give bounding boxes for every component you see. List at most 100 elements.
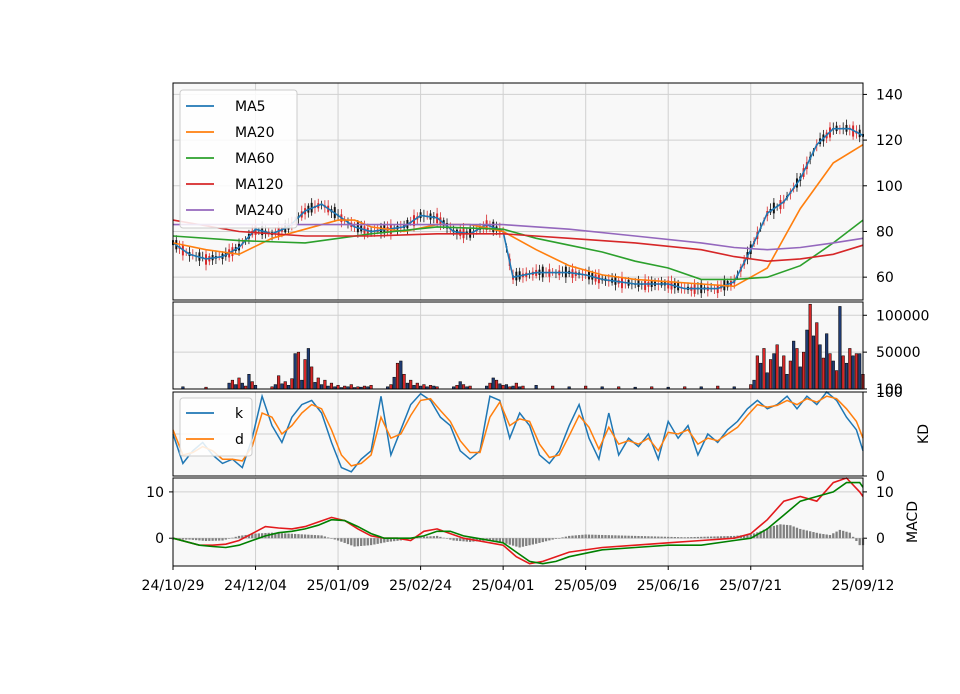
series-line-ma240 [173, 223, 864, 251]
macd-histogram-bar [336, 538, 340, 541]
macd-histogram-bar [838, 529, 842, 539]
macd-histogram-bar [809, 531, 812, 539]
macd-histogram-bar [350, 538, 353, 546]
macd-histogram-bar [360, 538, 363, 546]
kd-y-tick-label: 0 [876, 469, 885, 485]
macd-histogram-bar [340, 538, 343, 542]
volume-bar [392, 376, 396, 390]
macd-histogram-bar [607, 535, 610, 539]
macd-histogram-bar [260, 533, 264, 539]
macd-histogram-bar [792, 526, 795, 539]
volume-bar [838, 306, 842, 390]
x-tick-label: 25/02/24 [389, 578, 452, 594]
macd-histogram-bar [227, 538, 231, 539]
volume-bar [821, 357, 825, 390]
volume-bar [247, 374, 251, 390]
volume-bar [755, 355, 759, 390]
macd-histogram-bar [795, 527, 799, 539]
macd-histogram-bar [201, 538, 204, 541]
macd-histogram-bar [690, 537, 693, 539]
macd-histogram-bar [855, 538, 858, 541]
macd-histogram-bar [733, 535, 736, 539]
macd-histogram-bar [274, 532, 277, 539]
macd-histogram-bar [591, 534, 594, 539]
macd-histogram-bar [848, 532, 851, 539]
macd-histogram-bar [769, 526, 772, 539]
volume-bar [422, 384, 426, 390]
macd-histogram-bar [640, 536, 643, 539]
volume-bar [504, 384, 509, 390]
macd-histogram-bar [221, 538, 224, 541]
volume-bar [788, 360, 792, 390]
volume-bar [402, 374, 406, 390]
macd-y-axis-label: MACD [905, 501, 921, 543]
volume-bar [792, 340, 796, 390]
macd-histogram-bar [667, 536, 670, 539]
macd-histogram-bar [706, 536, 709, 539]
volume-bar [227, 382, 231, 390]
panel-border-volume [172, 301, 864, 390]
macd-histogram-bar [204, 538, 208, 541]
volume-bar [835, 370, 839, 390]
macd-histogram-bar [716, 536, 719, 539]
macd-histogram-bar [805, 530, 809, 539]
volume-bar [805, 329, 809, 390]
macd-histogram-bar [251, 534, 254, 539]
macd-histogram-bar [643, 536, 647, 539]
volume-bar [854, 353, 858, 390]
macd-y-tick-label-left: 10 [146, 485, 164, 501]
legend-label: MA5 [235, 99, 266, 115]
macd-histogram-bar [686, 537, 690, 539]
volume-bar [286, 385, 291, 390]
volume-bar [782, 355, 786, 390]
volume-bar [250, 381, 254, 390]
macd-histogram-bar [277, 533, 280, 539]
price-y-tick-label: 60 [876, 270, 894, 286]
volume-bar [858, 353, 862, 390]
macd-histogram-bar [191, 538, 194, 540]
macd-histogram-bar [445, 538, 449, 539]
volume-bar [316, 377, 320, 390]
macd-histogram-bar [832, 533, 835, 539]
macd-histogram-bar [858, 538, 861, 546]
volume-bar [323, 379, 327, 390]
macd-histogram-bar [746, 534, 749, 539]
macd-histogram-bar [419, 536, 422, 539]
volume-bar [825, 333, 829, 390]
macd-histogram-bar [366, 538, 369, 546]
macd-histogram-bar [845, 531, 848, 539]
volume-bar [283, 381, 287, 390]
macd-histogram-bar [822, 534, 825, 539]
macd-histogram-bar [429, 536, 432, 539]
macd-histogram-bar [604, 535, 607, 539]
volume-bar [768, 359, 773, 390]
macd-histogram-bar [214, 538, 218, 541]
volume-bar [765, 372, 769, 390]
macd-histogram-bar [561, 537, 564, 539]
volume-bar [273, 384, 277, 390]
volume-bar [313, 382, 317, 390]
volume-bar [831, 360, 835, 390]
volume-bar [848, 348, 852, 390]
macd-histogram-bar [637, 535, 640, 539]
volume-bar [290, 378, 294, 390]
macd-histogram-bar [670, 536, 673, 539]
price-y-tick-label: 120 [876, 133, 903, 149]
volume-y-tick-label: 100000 [876, 308, 929, 324]
macd-histogram-bar [577, 535, 581, 539]
macd-histogram-bar [393, 538, 396, 542]
macd-histogram-bar [601, 534, 604, 539]
volume-bar [498, 383, 502, 390]
macd-histogram-bar [766, 528, 769, 539]
macd-histogram-bar [776, 525, 779, 539]
macd-histogram-bar [389, 538, 393, 542]
macd-histogram-bar [270, 532, 274, 539]
macd-histogram-bar [676, 537, 680, 539]
volume-bar [488, 382, 492, 390]
macd-histogram-bar [313, 535, 317, 539]
panel-background-volume [173, 302, 863, 389]
macd-histogram-bar [211, 538, 214, 541]
volume-bar [369, 385, 373, 390]
macd-histogram-bar [320, 535, 323, 539]
